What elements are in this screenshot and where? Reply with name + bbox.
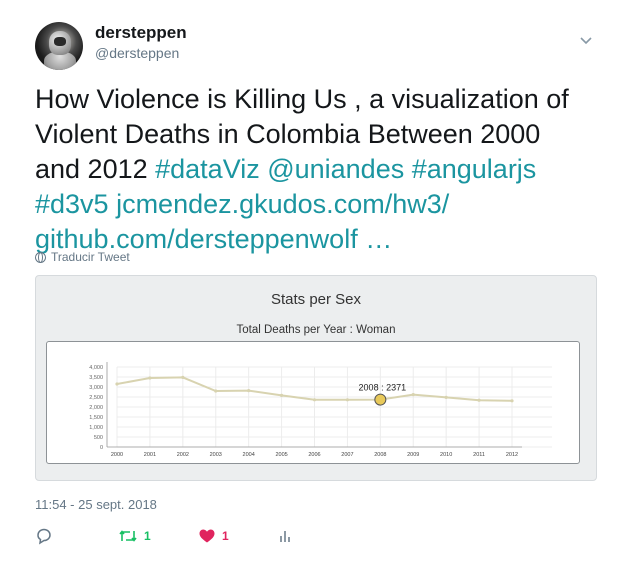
data-point (444, 395, 448, 399)
tweet-link[interactable]: #d3v5 jcmendez.gkudos.com/hw3/ (35, 189, 450, 219)
tweet-text-line: How Violence is Killing Us , a visualiza… (35, 82, 610, 117)
bar-stats-icon (280, 531, 290, 542)
user-handle[interactable]: @dersteppen (95, 45, 180, 61)
display-name[interactable]: dersteppen (95, 23, 187, 42)
y-tick-label: 3,000 (89, 385, 103, 391)
data-point (247, 389, 251, 393)
data-point (279, 393, 284, 397)
heart-icon (199, 529, 215, 543)
data-point (411, 393, 415, 397)
x-tick-label: 2011 (473, 452, 485, 458)
x-tick-label: 2001 (144, 452, 156, 458)
x-tick-label: 2000 (111, 452, 123, 458)
data-point (115, 382, 119, 386)
astronaut-visor (54, 37, 66, 46)
data-point (510, 399, 514, 403)
chevron-down-icon[interactable] (578, 32, 594, 48)
embedded-visualization-card[interactable]: Stats per Sex Total Deaths per Year : Wo… (35, 275, 597, 481)
astronaut-body (44, 52, 76, 70)
data-point (477, 398, 481, 402)
data-point (214, 389, 218, 393)
retweet-count: 1 (144, 529, 151, 543)
data-point (148, 376, 152, 380)
tweet-text-line: Violent Deaths in Colombia Between 2000 (35, 117, 610, 152)
tweet-text-segment: Violent Deaths in Colombia Between 2000 (35, 119, 541, 149)
reply-button[interactable] (35, 527, 53, 545)
y-tick-label: 2,500 (89, 395, 103, 401)
tweet-text-line: github.com/dersteppenwolf … (35, 222, 610, 257)
tweet-link[interactable]: #dataViz @uniandes #angularjs (155, 154, 537, 184)
reply-icon (37, 528, 51, 545)
tweet-link[interactable]: github.com/dersteppenwolf … (35, 224, 393, 254)
y-tick-label: 0 (100, 445, 103, 451)
point-annotation: 2008 : 2371 (359, 383, 407, 393)
x-tick-label: 2006 (308, 452, 320, 458)
tweet-text-line: and 2012 #dataViz @uniandes #angularjs (35, 152, 610, 187)
tweet-text-segment: How Violence is Killing Us , a visualiza… (35, 84, 569, 114)
like-button[interactable]: 1 (198, 527, 229, 545)
y-tick-label: 500 (94, 435, 103, 441)
y-tick-label: 3,500 (89, 375, 103, 381)
globe-icon (35, 251, 46, 263)
highlighted-data-point (374, 393, 387, 406)
x-tick-label: 2010 (440, 452, 452, 458)
line-chart: 0 500 1,000 1,500 2,000 2,500 3,000 3,500 4,000 2… (46, 341, 580, 464)
chart-svg: 0 500 1,000 1,500 2,000 2,500 3,000 3,500 4,000 2… (89, 362, 552, 458)
y-tick-label: 1,000 (89, 425, 103, 431)
translate-label: Traducir Tweet (51, 250, 130, 264)
tweet-activity-button[interactable] (278, 527, 292, 545)
y-tick-label: 2,000 (89, 405, 103, 411)
like-count: 1 (222, 529, 229, 543)
chart-title: Total Deaths per Year : Woman (236, 324, 396, 336)
tweet-actions: 1 1 (35, 527, 335, 547)
retweet-icon (119, 530, 137, 542)
data-point (345, 398, 350, 402)
y-tick-label: 4,000 (89, 365, 103, 371)
tweet-timestamp[interactable]: 11:54 - 25 sept. 2018 (35, 497, 157, 512)
x-tick-label: 2005 (275, 452, 287, 458)
x-tick-label: 2008 (374, 452, 386, 458)
tweet-text: How Violence is Killing Us , a visualiza… (35, 82, 610, 257)
x-tick-label: 2002 (177, 452, 189, 458)
translate-tweet-link[interactable]: Traducir Tweet (35, 250, 130, 264)
x-tick-label: 2003 (210, 452, 222, 458)
tweet-text-line: #d3v5 jcmendez.gkudos.com/hw3/ (35, 187, 610, 222)
card-title: Stats per Sex (270, 291, 362, 308)
x-tick-label: 2009 (407, 452, 419, 458)
avatar[interactable] (35, 22, 83, 70)
x-tick-label: 2012 (506, 452, 518, 458)
data-point (312, 398, 317, 402)
retweet-button[interactable]: 1 (118, 527, 151, 545)
x-tick-label: 2004 (243, 452, 255, 458)
x-tick-label: 2007 (341, 452, 353, 458)
data-point (181, 375, 185, 379)
tweet-text-segment: and 2012 (35, 154, 156, 184)
y-tick-label: 1,500 (89, 415, 103, 421)
